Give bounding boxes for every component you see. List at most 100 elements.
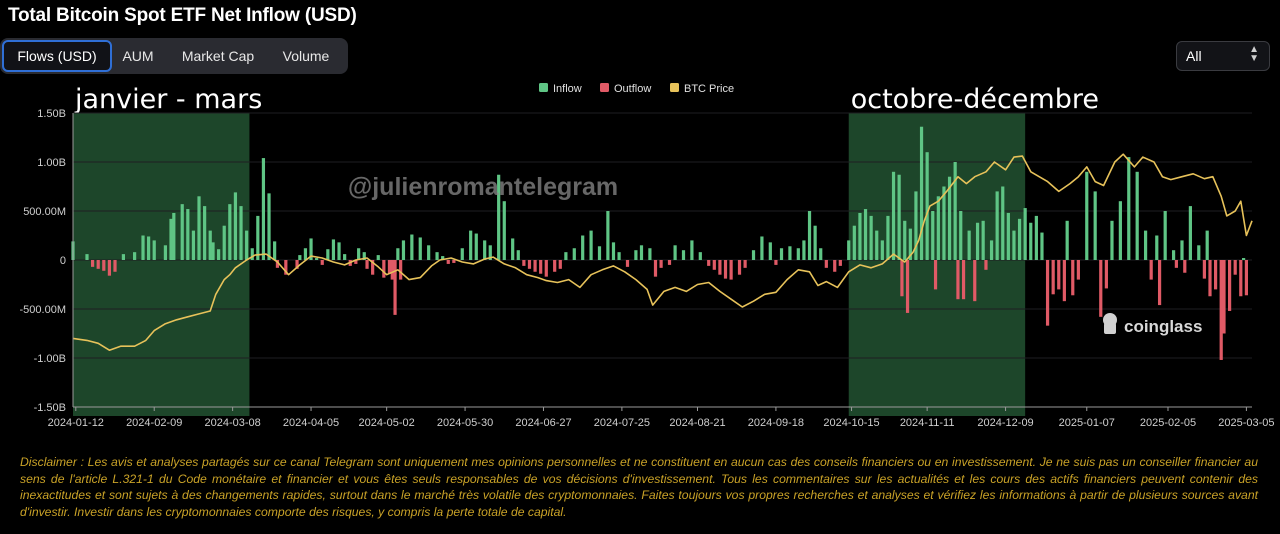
inflow-bar (85, 254, 89, 260)
outflow-bar (527, 260, 532, 269)
outflow-bar (1219, 260, 1223, 360)
inflow-bar (208, 230, 212, 260)
inflow-bar (768, 242, 772, 260)
inflow-bar (802, 240, 806, 260)
inflow-bar (681, 250, 686, 260)
inflow-bar (267, 193, 271, 260)
inflow-bar (441, 256, 445, 260)
outflow-bar (393, 260, 397, 315)
outflow-bar (1213, 260, 1218, 290)
inflow-bar (469, 230, 473, 260)
inflow-bar (606, 211, 610, 260)
x-tick-label: 2024-08-21 (669, 417, 725, 429)
outflow-bar (382, 260, 386, 278)
outflow-bar (933, 260, 938, 290)
inflow-bar (357, 248, 361, 260)
x-tick-label: 2024-03-08 (204, 417, 260, 429)
outflow-bar (718, 260, 722, 275)
x-tick-label: 2024-06-27 (515, 417, 571, 429)
inflow-bar (362, 252, 366, 260)
inflow-bar (303, 248, 308, 260)
outflow-bar (737, 260, 742, 275)
inflow-bar (1163, 211, 1167, 260)
inflow-bar (1110, 220, 1114, 260)
outflow-bar (723, 260, 728, 279)
inflow-bar (897, 174, 901, 260)
outflow-bar (275, 260, 280, 268)
outflow-bar (729, 260, 733, 280)
y-tick-label: -1.00B (34, 353, 66, 365)
etf-flow-chart: janvier - mars octobre-décembre 1.50B 1.00… (20, 83, 1275, 429)
inflow-bar (376, 255, 380, 260)
page-title: Total Bitcoin Spot ETF Net Inflow (USD) (8, 5, 357, 26)
inflow-bar (1040, 232, 1044, 260)
inflow-bar (936, 196, 940, 260)
inflow-bar (418, 237, 422, 260)
inflow-bar (256, 215, 260, 260)
outflow-bar (1233, 260, 1237, 275)
legend-swatch (600, 83, 609, 92)
y-tick-label: -500.00M (20, 304, 66, 316)
outflow-bar (452, 260, 456, 263)
inflow-bar (564, 252, 568, 260)
metric-tabs: Flows (USD) AUM Market Cap Volume (0, 38, 348, 74)
outflow-bar (774, 260, 778, 265)
inflow-bar (1135, 171, 1139, 260)
inflow-bar (410, 234, 414, 260)
inflow-bar (502, 201, 506, 260)
inflow-bar (751, 250, 756, 260)
outflow-bar (961, 260, 966, 300)
inflow-bar (331, 239, 336, 260)
x-tick-label: 2025-02-05 (1140, 417, 1196, 429)
price-line-layer (72, 153, 1253, 352)
inflow-bar (1171, 250, 1176, 260)
outflow-bar (1244, 260, 1248, 296)
inflow-bar (942, 186, 946, 260)
inflow-bar (995, 191, 999, 260)
tab-market-cap[interactable]: Market Cap (181, 48, 255, 64)
inflow-bar (261, 158, 266, 260)
inflow-bar (886, 215, 890, 260)
highlight-layer: janvier - mars octobre-décembre (73, 84, 1099, 416)
tab-aum[interactable]: AUM (122, 48, 154, 64)
outflow-bar (553, 260, 557, 272)
inflow-bar (488, 245, 492, 260)
inflow-bar (516, 250, 520, 260)
outflow-bar (659, 260, 663, 268)
outflow-bar (1062, 260, 1066, 302)
x-tick-label: 2024-07-25 (594, 417, 650, 429)
inflow-bar (460, 248, 464, 260)
watermark: @julienromantelegram (348, 173, 618, 201)
inflow-bar (690, 240, 694, 260)
range-select[interactable]: All ▲ ▼ (1176, 41, 1270, 71)
outflow-bar (838, 260, 842, 266)
outflow-bar (1157, 260, 1162, 306)
outflow-bar (1222, 260, 1226, 334)
x-tick-label: 2024-09-18 (748, 417, 804, 429)
inflow-bar (245, 230, 249, 260)
inflow-bar (1006, 212, 1010, 260)
outflow-bar (107, 260, 112, 276)
btc-price-line (72, 153, 1253, 352)
inflow-bar (863, 209, 868, 260)
outflow-bar (446, 260, 450, 264)
outflow-bar (1057, 260, 1061, 290)
x-tick-label: 2024-02-09 (126, 417, 182, 429)
inflow-bar (869, 215, 873, 260)
outflow-bar (1051, 260, 1055, 295)
outflow-bar (905, 260, 910, 313)
inflow-bar (427, 245, 431, 260)
outflow-bar (399, 260, 403, 280)
inflow-bar (1085, 171, 1089, 260)
inflow-bar (914, 191, 918, 260)
inflow-bar (925, 152, 929, 260)
legend: Inflow Outflow BTC Price (539, 83, 734, 95)
inflow-bar (981, 220, 985, 260)
inflow-bar (326, 249, 330, 260)
inflow-bar (919, 126, 924, 260)
inflow-bar (1188, 206, 1192, 260)
outflow-bar (984, 260, 988, 270)
outflow-bar (1183, 260, 1187, 273)
tab-flows[interactable]: Flows (USD) (2, 40, 112, 72)
tab-volume[interactable]: Volume (282, 48, 330, 64)
